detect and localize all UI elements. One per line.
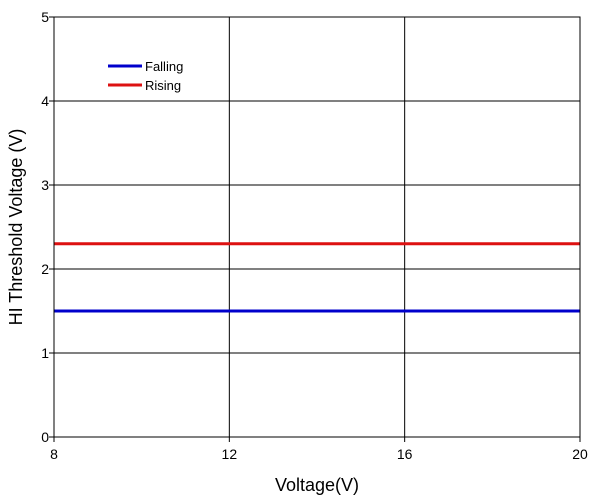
x-axis-title: Voltage(V): [275, 475, 359, 495]
legend: Falling Rising: [108, 59, 183, 93]
y-tick-label: 0: [41, 429, 49, 445]
series-lines: [54, 242, 580, 313]
plot-frame: [53, 16, 581, 438]
y-tick-label: 1: [41, 345, 49, 361]
x-tick-label: 8: [50, 446, 58, 462]
y-tick-label: 2: [41, 261, 49, 277]
y-axis-title: HI Threshold Voltage (V): [6, 129, 26, 326]
y-tick-label: 5: [41, 9, 49, 25]
y-tick-label: 4: [41, 93, 49, 109]
y-tick-label: 3: [41, 177, 49, 193]
x-tick-label: 12: [222, 446, 238, 462]
grid-lines: [54, 17, 580, 437]
x-tick-label: 16: [397, 446, 413, 462]
legend-label-rising: Rising: [145, 78, 181, 93]
x-tick-label: 20: [572, 446, 588, 462]
legend-label-falling: Falling: [145, 59, 183, 74]
